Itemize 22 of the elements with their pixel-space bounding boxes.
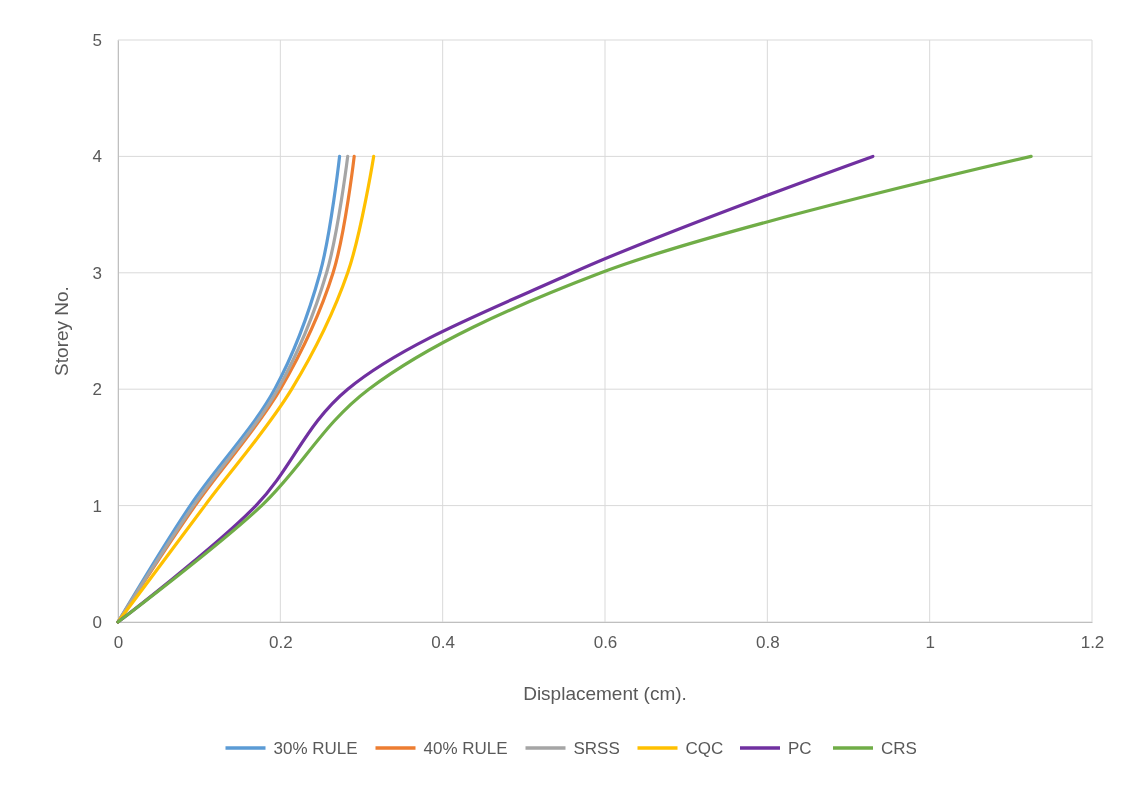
x-tick-label: 0.4 <box>431 633 455 653</box>
legend-label: CQC <box>685 739 724 758</box>
y-tick-label: 5 <box>92 30 102 50</box>
legend-label: PC <box>788 739 812 758</box>
legend-label: SRSS <box>573 739 620 758</box>
y-tick-label: 4 <box>92 147 102 167</box>
y-tick-label: 3 <box>92 263 102 283</box>
x-tick-label: 1.2 <box>1080 633 1105 653</box>
x-axis-title: Displacement (cm). <box>523 683 687 704</box>
line-series <box>116 154 1033 624</box>
x-tick-label: 0.8 <box>756 633 780 653</box>
y-tick-label: 2 <box>92 380 102 400</box>
x-tick-label: 1 <box>925 633 935 653</box>
y-axis-title: Storey No. <box>51 286 72 376</box>
legend-label: 40% RULE <box>423 739 508 758</box>
legend-label: CRS <box>881 739 917 758</box>
y-tick-label: 1 <box>92 496 102 516</box>
x-tick-label: 0 <box>113 633 124 653</box>
x-tick-label: 0.6 <box>593 633 618 653</box>
y-tick-label: 0 <box>92 612 102 632</box>
legend-label: 30% RULE <box>273 739 358 758</box>
x-tick-label: 0.2 <box>269 633 293 653</box>
